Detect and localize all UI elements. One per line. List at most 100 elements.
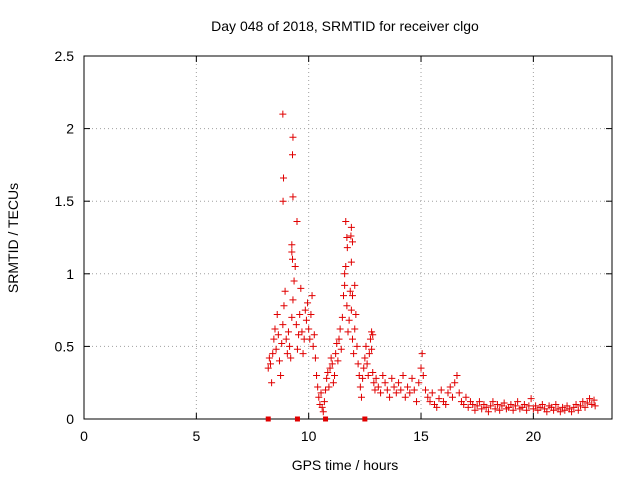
data-point — [352, 310, 360, 318]
y-axis-label: SRMTID / TECUs — [5, 183, 21, 293]
data-point — [364, 371, 372, 379]
x-tick-label: 20 — [526, 428, 542, 444]
data-point — [291, 263, 299, 271]
data-point-square — [362, 416, 368, 422]
data-point — [271, 325, 279, 333]
data-point — [579, 398, 587, 406]
x-axis: 0 5 10 15 20 — [80, 56, 541, 444]
data-point — [279, 321, 287, 329]
data-point — [369, 331, 377, 339]
data-point — [348, 335, 356, 343]
data-point — [462, 393, 470, 401]
data-point — [442, 400, 450, 408]
data-point — [552, 400, 560, 408]
data-point — [568, 408, 576, 416]
data-point — [309, 342, 317, 350]
data-point — [489, 398, 497, 406]
data-point — [543, 408, 551, 416]
data-point — [342, 263, 350, 271]
y-tick-label: 0 — [66, 411, 74, 427]
data-point — [532, 402, 540, 410]
data-point — [279, 110, 287, 118]
data-point — [471, 406, 479, 414]
data-point — [333, 339, 341, 347]
data-point — [289, 193, 297, 201]
data-point — [455, 389, 463, 397]
data-point — [368, 328, 376, 336]
data-point — [278, 339, 286, 347]
data-point — [359, 374, 367, 382]
data-point — [369, 369, 377, 377]
data-point — [365, 350, 373, 358]
data-point — [371, 386, 379, 394]
data-point — [343, 234, 351, 241]
data-point — [337, 345, 345, 353]
data-point — [268, 379, 276, 387]
data-point — [451, 379, 459, 387]
data-point — [288, 241, 296, 249]
data-point — [435, 395, 443, 403]
data-point — [342, 218, 350, 226]
data-point — [289, 296, 297, 304]
data-point — [279, 197, 287, 205]
data-point — [307, 310, 315, 318]
data-point — [351, 281, 359, 289]
data-point — [338, 313, 346, 321]
gridlines — [84, 56, 612, 419]
data-point — [487, 402, 495, 410]
x-tick-label: 0 — [80, 428, 88, 444]
data-point — [577, 402, 585, 410]
data-point — [379, 371, 387, 379]
data-point — [290, 277, 298, 285]
data-point — [341, 281, 349, 289]
data-point — [523, 406, 531, 414]
data-point — [377, 389, 385, 397]
data-point — [287, 354, 295, 362]
data-point — [484, 408, 492, 416]
x-tick-label: 5 — [192, 428, 200, 444]
data-point — [274, 331, 282, 339]
data-point — [304, 299, 312, 307]
data-point — [264, 364, 272, 372]
data-point — [282, 335, 290, 343]
data-point — [520, 400, 528, 408]
chart-title: Day 048 of 2018, SRMTID for receiver clg… — [211, 18, 479, 34]
data-point — [424, 393, 432, 401]
data-point — [581, 403, 589, 411]
data-point — [328, 360, 336, 368]
data-point — [314, 383, 322, 391]
data-point — [323, 374, 331, 382]
data-point — [346, 287, 354, 295]
y-tick-label: 1 — [66, 266, 74, 282]
data-point — [325, 383, 333, 391]
data-point — [343, 302, 351, 310]
data-point — [388, 374, 396, 382]
data-point — [397, 386, 405, 394]
data-point — [426, 398, 434, 406]
data-point — [591, 402, 599, 410]
data-point — [344, 328, 352, 336]
data-point — [360, 364, 368, 372]
data-point — [324, 369, 332, 377]
data-point — [283, 350, 291, 358]
data-point — [273, 310, 281, 318]
data-point — [588, 400, 596, 408]
data-point — [327, 354, 335, 362]
data-point — [298, 328, 306, 336]
y-tick-label: 2.5 — [55, 48, 75, 64]
data-point — [460, 400, 468, 408]
data-point — [392, 389, 400, 397]
data-point-square — [323, 416, 329, 422]
data-point — [419, 371, 427, 379]
data-point — [292, 321, 300, 329]
data-point-square — [265, 416, 271, 422]
data-point — [289, 255, 297, 263]
data-point — [289, 151, 297, 159]
data-point — [350, 350, 358, 358]
data-point — [329, 379, 337, 387]
data-point — [590, 396, 598, 404]
plot-frame — [83, 55, 613, 420]
data-point — [383, 386, 391, 394]
data-point — [348, 238, 356, 246]
y-tick-label: 2 — [66, 121, 74, 137]
